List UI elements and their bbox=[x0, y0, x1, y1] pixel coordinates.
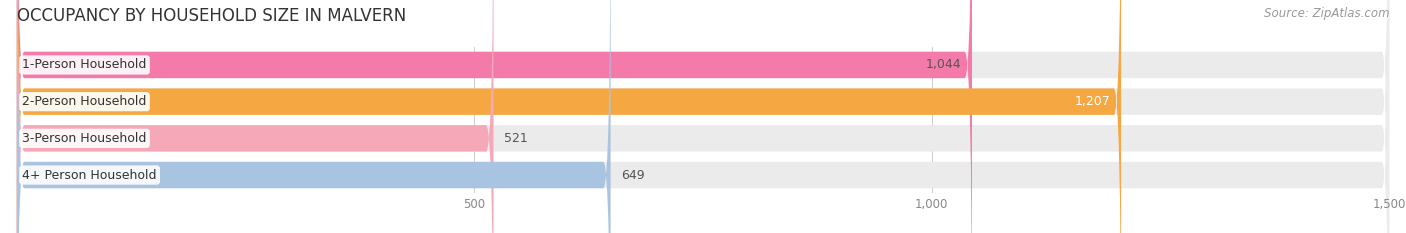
Text: 521: 521 bbox=[505, 132, 529, 145]
FancyBboxPatch shape bbox=[17, 0, 494, 233]
FancyBboxPatch shape bbox=[17, 0, 972, 233]
FancyBboxPatch shape bbox=[17, 0, 1389, 233]
Text: 1-Person Household: 1-Person Household bbox=[22, 58, 146, 72]
Text: 2-Person Household: 2-Person Household bbox=[22, 95, 146, 108]
Text: 1,207: 1,207 bbox=[1074, 95, 1111, 108]
Text: 4+ Person Household: 4+ Person Household bbox=[22, 168, 157, 182]
Text: Source: ZipAtlas.com: Source: ZipAtlas.com bbox=[1264, 7, 1389, 20]
Text: 1,044: 1,044 bbox=[925, 58, 960, 72]
FancyBboxPatch shape bbox=[17, 0, 1121, 233]
Text: 649: 649 bbox=[621, 168, 645, 182]
Text: OCCUPANCY BY HOUSEHOLD SIZE IN MALVERN: OCCUPANCY BY HOUSEHOLD SIZE IN MALVERN bbox=[17, 7, 406, 25]
Text: 3-Person Household: 3-Person Household bbox=[22, 132, 146, 145]
FancyBboxPatch shape bbox=[17, 0, 610, 233]
FancyBboxPatch shape bbox=[17, 0, 1389, 233]
FancyBboxPatch shape bbox=[17, 0, 1389, 233]
FancyBboxPatch shape bbox=[17, 0, 1389, 233]
